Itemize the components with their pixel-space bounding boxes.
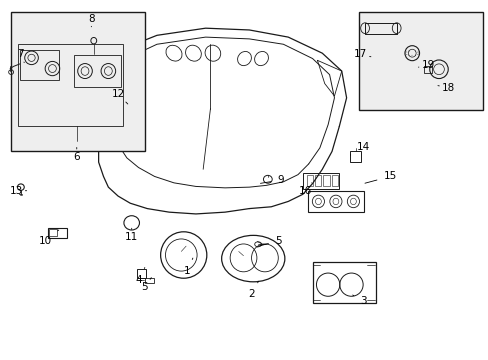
Bar — [312, 262, 375, 303]
Bar — [49, 229, 57, 237]
Text: 17: 17 — [353, 49, 370, 59]
Text: 13: 13 — [9, 186, 27, 196]
Text: 15: 15 — [364, 171, 396, 183]
Bar — [19, 44, 122, 126]
Bar — [20, 50, 59, 80]
Text: 10: 10 — [39, 230, 59, 246]
Bar — [306, 175, 312, 186]
Text: 7: 7 — [18, 49, 24, 63]
Bar — [11, 12, 144, 152]
Bar — [365, 23, 396, 33]
Bar — [136, 269, 146, 278]
Bar — [424, 66, 431, 73]
Text: 4: 4 — [135, 267, 144, 285]
Text: 14: 14 — [350, 142, 369, 155]
Text: 19: 19 — [418, 60, 434, 70]
Bar — [350, 152, 361, 162]
Text: 12: 12 — [111, 89, 127, 104]
Bar — [323, 175, 329, 186]
Bar — [144, 278, 153, 283]
Text: 2: 2 — [248, 281, 258, 299]
Bar — [125, 107, 132, 114]
Text: 3: 3 — [352, 295, 366, 306]
Bar — [47, 228, 67, 238]
Text: 16: 16 — [298, 183, 311, 196]
Text: 5: 5 — [260, 236, 281, 246]
Text: 8: 8 — [88, 14, 95, 27]
Bar — [314, 175, 321, 186]
Text: 5: 5 — [141, 278, 151, 292]
Bar — [302, 173, 339, 189]
Bar — [307, 191, 363, 212]
Bar — [74, 55, 120, 87]
Text: 9: 9 — [260, 175, 284, 185]
Bar — [331, 175, 337, 186]
Text: 18: 18 — [437, 83, 454, 93]
Text: 1: 1 — [183, 258, 192, 276]
Bar — [358, 12, 482, 111]
Text: 11: 11 — [125, 228, 138, 242]
Text: 6: 6 — [73, 148, 80, 162]
